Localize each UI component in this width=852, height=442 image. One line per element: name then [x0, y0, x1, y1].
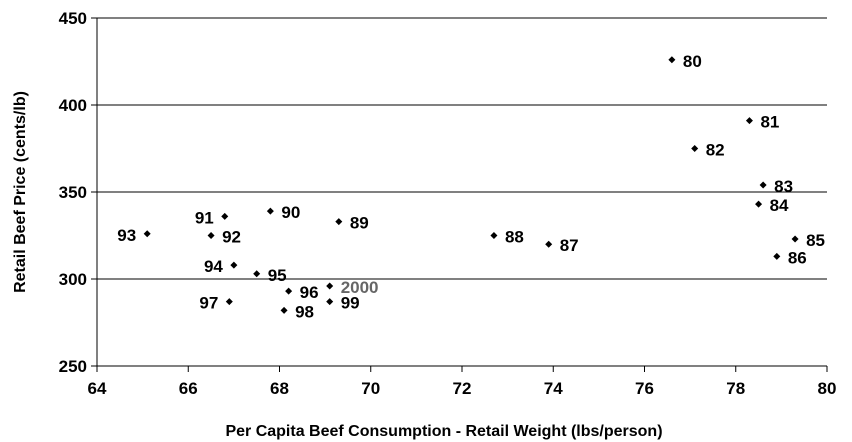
- tick-labels: 250 300 350 400 450 64 66 68 70 72 74 76 78 80: [59, 9, 837, 398]
- y-tick-label: 250: [59, 357, 87, 376]
- data-point-marker: [326, 282, 334, 290]
- y-axis-title: Retail Beef Price (cents/lb): [12, 91, 29, 293]
- data-point-label: 80: [683, 52, 702, 71]
- data-point-label: 89: [350, 214, 369, 233]
- data-point-label: 86: [788, 248, 807, 267]
- data-point-label: 85: [806, 231, 825, 250]
- y-tick-label: 450: [59, 9, 87, 28]
- x-tick-label: 78: [726, 379, 745, 398]
- data-point-marker: [326, 298, 334, 306]
- data-point-marker: [253, 270, 261, 278]
- data-point-marker: [791, 235, 799, 243]
- data-point-label: 83: [774, 177, 793, 196]
- data-point-label: 84: [770, 196, 789, 215]
- data-point-label: 99: [341, 294, 360, 313]
- data-point-label: 2000: [341, 278, 379, 297]
- data-point-label: 93: [117, 226, 136, 245]
- x-axis-title: Per Capita Beef Consumption - Retail Wei…: [225, 423, 662, 440]
- x-tick-label: 68: [270, 379, 289, 398]
- data-point-marker: [668, 56, 676, 64]
- data-point-marker: [266, 207, 274, 215]
- data-point-label: 88: [505, 228, 524, 247]
- x-tick-label: 66: [179, 379, 198, 398]
- data-point-marker: [545, 240, 553, 248]
- y-tick-label: 300: [59, 270, 87, 289]
- data-point-label: 92: [222, 228, 241, 247]
- x-tick-label: 76: [635, 379, 654, 398]
- data-point-label: 97: [199, 294, 218, 313]
- x-tick-label: 70: [361, 379, 380, 398]
- x-tick-label: 72: [453, 379, 472, 398]
- data-point-marker: [280, 306, 288, 314]
- data-point-marker: [773, 252, 781, 260]
- data-point-label: 98: [295, 302, 314, 321]
- data-point-label: 81: [760, 113, 779, 132]
- data-point-marker: [207, 232, 215, 239]
- data-point-marker: [221, 212, 229, 220]
- data-point-label: 95: [268, 266, 287, 285]
- axes: [91, 17, 828, 372]
- data-point-label: 90: [281, 203, 300, 222]
- data-point-label: 82: [706, 141, 725, 160]
- x-tick-label: 64: [88, 379, 107, 398]
- data-point-marker: [691, 145, 699, 152]
- data-point-label: 96: [300, 283, 319, 302]
- data-point-label: 94: [204, 257, 223, 276]
- data-point-marker: [285, 287, 293, 295]
- y-tick-label: 400: [59, 96, 87, 115]
- data-point-marker: [225, 298, 233, 306]
- data-point-marker: [230, 261, 238, 269]
- data-point-marker: [755, 200, 763, 208]
- data-point-marker: [335, 218, 343, 226]
- data-point-marker: [745, 117, 753, 125]
- y-tick-label: 350: [59, 183, 87, 202]
- data-point-marker: [143, 230, 151, 238]
- x-tick-label: 80: [818, 379, 837, 398]
- x-tick-label: 74: [544, 379, 563, 398]
- data-point-marker: [759, 181, 767, 189]
- data-point-marker: [490, 232, 498, 239]
- gridlines: [97, 17, 827, 280]
- data-point-label: 87: [560, 236, 579, 255]
- data-point-label: 91: [195, 208, 214, 227]
